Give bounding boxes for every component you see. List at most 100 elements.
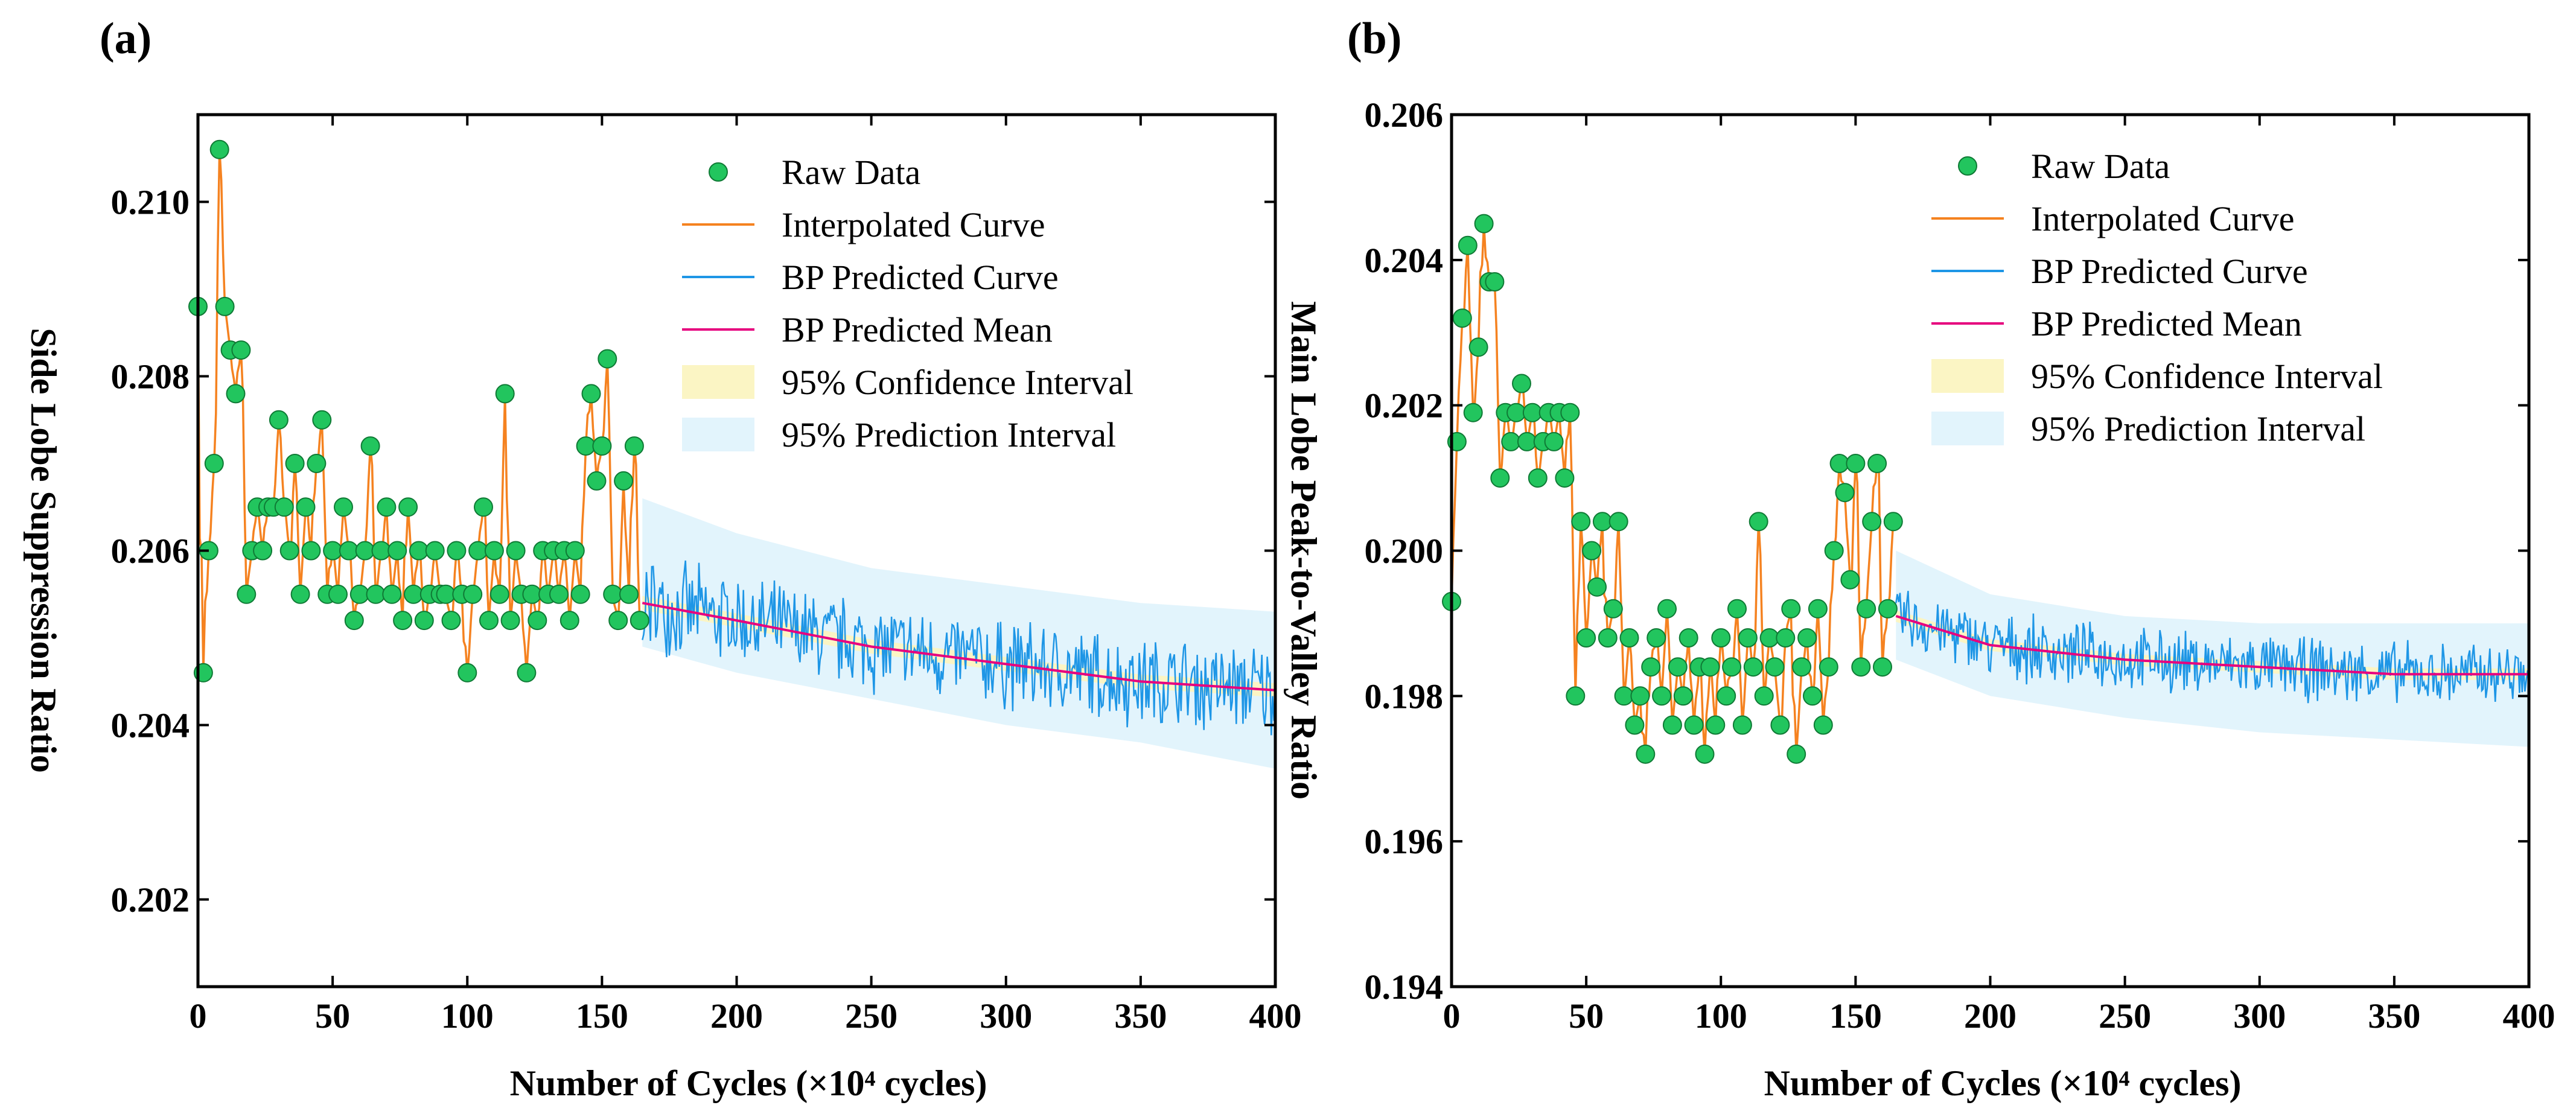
a-y-tick-label: 0.204 (111, 706, 190, 745)
a-raw-point (425, 541, 445, 561)
b-raw-point (1490, 468, 1510, 488)
b-y-tick-label: 0.198 (1365, 676, 1444, 716)
a-raw-point (447, 541, 467, 561)
a-legend-label-bp_curve: BP Predicted Curve (782, 258, 1059, 297)
a-raw-point (463, 584, 483, 604)
b-raw-points (1442, 214, 1903, 764)
a-raw-point (290, 584, 310, 604)
panel-b-label: (b) (1347, 14, 1401, 63)
b-raw-point (1743, 657, 1763, 677)
b-raw-point (1577, 628, 1596, 648)
b-y-tick-label: 0.202 (1365, 386, 1444, 425)
b-x-tick-label: 350 (2368, 996, 2420, 1036)
a-raw-point (237, 584, 257, 604)
b-raw-point (1485, 272, 1505, 291)
a-raw-point (500, 611, 520, 631)
a-legend-label-confidence: 95% Confidence Interval (782, 363, 1133, 402)
a-raw-point (619, 584, 639, 604)
a-raw-point (441, 611, 461, 631)
b-raw-point (1512, 374, 1531, 393)
a-x-tick-label: 300 (980, 996, 1032, 1036)
a-raw-point (624, 436, 644, 456)
b-raw-point (1684, 715, 1704, 735)
a-raw-point (328, 584, 348, 604)
b-legend-label-bp_mean: BP Predicted Mean (2031, 304, 2302, 343)
a-raw-point (608, 611, 628, 631)
b-bands (1896, 550, 2529, 747)
b-legend-label-raw: Raw Data (2031, 147, 2170, 186)
b-raw-point (1808, 599, 1828, 619)
a-raw-point (307, 454, 327, 473)
b-raw-point (1668, 657, 1688, 677)
a-legend-label-interpolated: Interpolated Curve (782, 205, 1045, 244)
b-raw-point (1679, 628, 1698, 648)
a-raw-point (274, 497, 294, 517)
a-x-tick-label: 50 (315, 996, 350, 1036)
a-legend-swatch-raw (709, 162, 728, 182)
a-raw-point (565, 541, 585, 561)
a-y-axis-title: Side Lobe Suppression Ratio (24, 328, 63, 772)
a-legend: Raw Data Interpolated Curve BP Predicted C… (682, 153, 1133, 454)
b-raw-point (1706, 715, 1726, 735)
a-raw-point (474, 497, 493, 517)
b-raw-point (1587, 577, 1607, 597)
b-raw-point (1711, 628, 1731, 648)
a-raw-point (489, 584, 509, 604)
b-legend-swatch-confidence (1931, 359, 2004, 393)
a-raw-point (355, 541, 375, 561)
a-raw-point (269, 410, 289, 430)
b-y-tick-label: 0.204 (1365, 241, 1444, 280)
a-x-tick-label: 0 (190, 996, 207, 1036)
b-raw-point (1813, 715, 1833, 735)
b-raw-point (1803, 686, 1822, 706)
a-raw-point (285, 454, 305, 473)
a-raw-point (598, 349, 617, 369)
a-bp-predicted-curve (642, 560, 1277, 736)
panel-a: (a) 0 50 100 150 200 250 300 350 400 0.2020.2040… (24, 14, 1302, 1103)
a-raw-point (560, 611, 579, 631)
b-raw-point (1652, 686, 1672, 706)
b-raw-point (1824, 541, 1844, 561)
a-raw-point (549, 584, 569, 604)
b-raw-point (1463, 403, 1483, 422)
b-raw-point (1846, 454, 1866, 473)
a-raw-point (377, 497, 397, 517)
a-raw-point (371, 541, 391, 561)
a-raw-point (436, 584, 456, 604)
b-plot-frame (1450, 113, 2531, 988)
a-raw-point (614, 471, 634, 491)
a-raw-point (409, 541, 429, 561)
b-x-tick-label: 400 (2503, 996, 2555, 1036)
b-raw-point (1819, 657, 1838, 677)
b-bp-predicted-mean (1895, 614, 2529, 676)
a-raw-point (209, 139, 229, 159)
a-raw-points (188, 139, 649, 683)
b-y-tick-label: 0.196 (1365, 822, 1444, 861)
a-raw-point (301, 541, 321, 561)
b-raw-point (1862, 512, 1882, 532)
a-legend-label-raw: Raw Data (782, 153, 920, 192)
b-raw-point (1878, 599, 1898, 619)
a-raw-point (204, 454, 224, 473)
b-raw-point (1636, 744, 1656, 764)
a-raw-point (323, 541, 343, 561)
a-y-tick-label: 0.210 (111, 183, 190, 222)
a-raw-point (570, 584, 590, 604)
b-raw-point (1625, 715, 1645, 735)
b-raw-point (1840, 570, 1860, 590)
a-x-tick-label: 100 (441, 996, 494, 1036)
a-raw-point (344, 611, 364, 631)
b-x-tick-label: 150 (1829, 996, 1882, 1036)
b-raw-point (1776, 628, 1796, 648)
b-raw-point (1759, 628, 1779, 648)
a-y-tick-label: 0.202 (111, 880, 190, 920)
b-raw-point (1506, 403, 1526, 422)
b-raw-point (1571, 512, 1591, 532)
b-y-axis-title: Main Lobe Peak-to-Valley Ratio (1284, 301, 1324, 800)
a-raw-point (506, 541, 526, 561)
a-y-tick-label: 0.208 (111, 357, 190, 396)
b-raw-point (1765, 657, 1785, 677)
b-legend-label-bp_curve: BP Predicted Curve (2031, 252, 2308, 291)
b-raw-point (1749, 512, 1768, 532)
b-raw-point (1544, 431, 1564, 451)
